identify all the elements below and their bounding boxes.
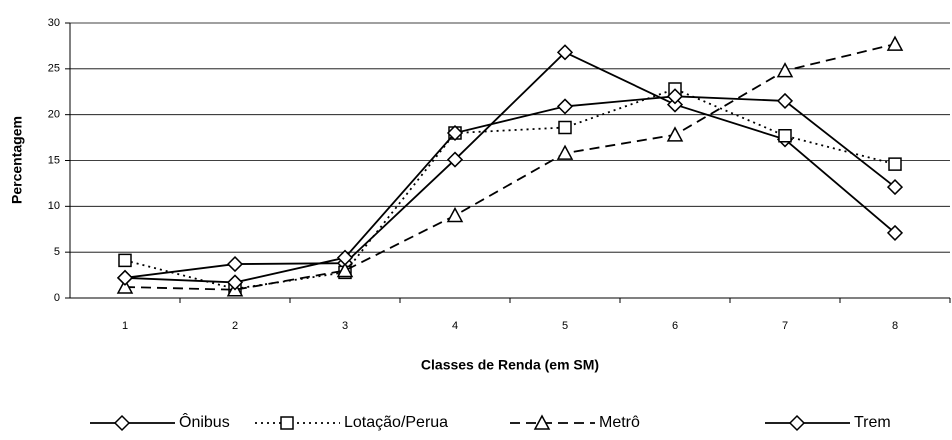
marker [533, 414, 551, 430]
marker [666, 96, 684, 113]
y-tick-label: 15 [48, 154, 60, 166]
marker [118, 253, 132, 268]
y-axis-title: Percentagem [9, 116, 25, 204]
marker [446, 206, 464, 223]
marker [558, 120, 572, 135]
marker [116, 269, 134, 286]
y-tick-label: 5 [54, 246, 60, 258]
x-tick-label: 7 [782, 320, 788, 332]
marker [666, 88, 684, 105]
marker [556, 44, 574, 61]
x-axis-title: Classes de Renda (em SM) [421, 357, 599, 373]
legend-label: Trem [854, 414, 891, 431]
y-tick-label: 10 [48, 200, 60, 212]
series-line [124, 43, 896, 291]
marker [113, 414, 131, 432]
marker [666, 126, 684, 142]
marker [888, 157, 902, 171]
marker [886, 224, 904, 241]
y-tick-label: 30 [48, 17, 60, 29]
marker [886, 35, 904, 51]
x-tick-label: 2 [232, 320, 238, 332]
marker [776, 62, 794, 78]
legend-label: Lotação/Perua [344, 414, 448, 431]
marker [116, 278, 134, 294]
marker [776, 92, 794, 109]
marker [886, 179, 904, 196]
x-tick-label: 1 [122, 320, 128, 332]
x-tick-label: 3 [342, 320, 348, 332]
x-tick-label: 8 [892, 320, 898, 332]
x-tick-label: 4 [452, 320, 458, 332]
y-tick-label: 0 [54, 292, 60, 304]
marker [446, 151, 464, 168]
marker [336, 261, 354, 278]
x-tick-label: 6 [672, 320, 678, 332]
marker [336, 249, 354, 266]
marker [226, 256, 244, 273]
marker [446, 124, 464, 142]
marker [556, 98, 574, 115]
marker [778, 129, 792, 143]
y-tick-label: 25 [48, 63, 60, 75]
x-tick-label: 5 [562, 320, 568, 332]
marker [226, 274, 244, 291]
y-tick-label: 20 [48, 109, 60, 121]
legend-label: Metrô [599, 414, 640, 431]
series-line [124, 95, 896, 284]
marker [788, 414, 806, 432]
legend-label: Ônibus [179, 412, 230, 431]
series-line [124, 51, 896, 279]
marker [556, 144, 574, 160]
marker [280, 416, 294, 430]
